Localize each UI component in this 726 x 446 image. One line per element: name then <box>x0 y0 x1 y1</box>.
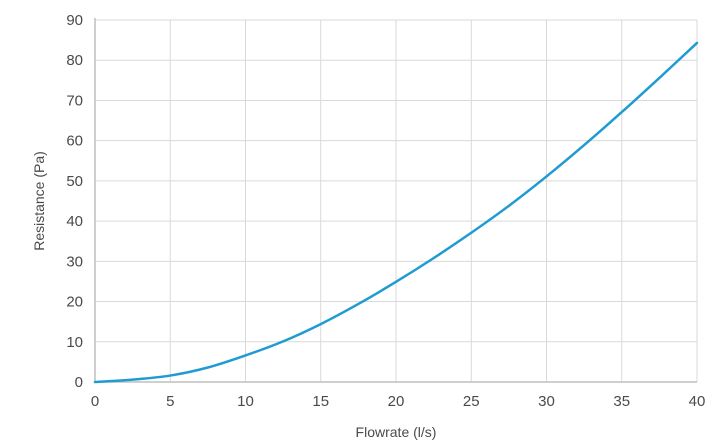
x-tick-label: 30 <box>538 393 555 410</box>
x-tick-label: 0 <box>91 393 99 410</box>
y-axis-title: Resistance (Pa) <box>31 151 47 251</box>
y-tick-label: 90 <box>66 12 83 29</box>
axes <box>94 18 697 383</box>
y-tick-label: 40 <box>66 213 83 230</box>
x-tick-label: 10 <box>237 393 254 410</box>
x-axis-title: Flowrate (l/s) <box>356 424 437 440</box>
y-tick-label: 70 <box>66 92 83 109</box>
y-tick-label: 0 <box>75 374 83 391</box>
x-tick-label: 35 <box>613 393 630 410</box>
y-tick-label: 30 <box>66 253 83 270</box>
y-tick-label: 50 <box>66 173 83 190</box>
x-tick-label: 25 <box>463 393 480 410</box>
x-tick-label: 15 <box>312 393 329 410</box>
series-layer <box>93 41 699 384</box>
y-tick-label: 10 <box>66 334 83 351</box>
grid-lines <box>95 19 698 382</box>
y-tick-label: 80 <box>66 52 83 69</box>
x-tick-label: 20 <box>388 393 405 410</box>
tick-labels: 0 5 10 15 20 25 30 35 40 0 10 20 30 40 50 60 70 80 90 <box>66 12 705 410</box>
x-tick-label: 40 <box>689 393 706 410</box>
y-tick-label: 60 <box>66 133 83 150</box>
y-tick-label: 20 <box>66 294 83 311</box>
series-line <box>93 41 699 384</box>
x-tick-label: 5 <box>166 393 174 410</box>
